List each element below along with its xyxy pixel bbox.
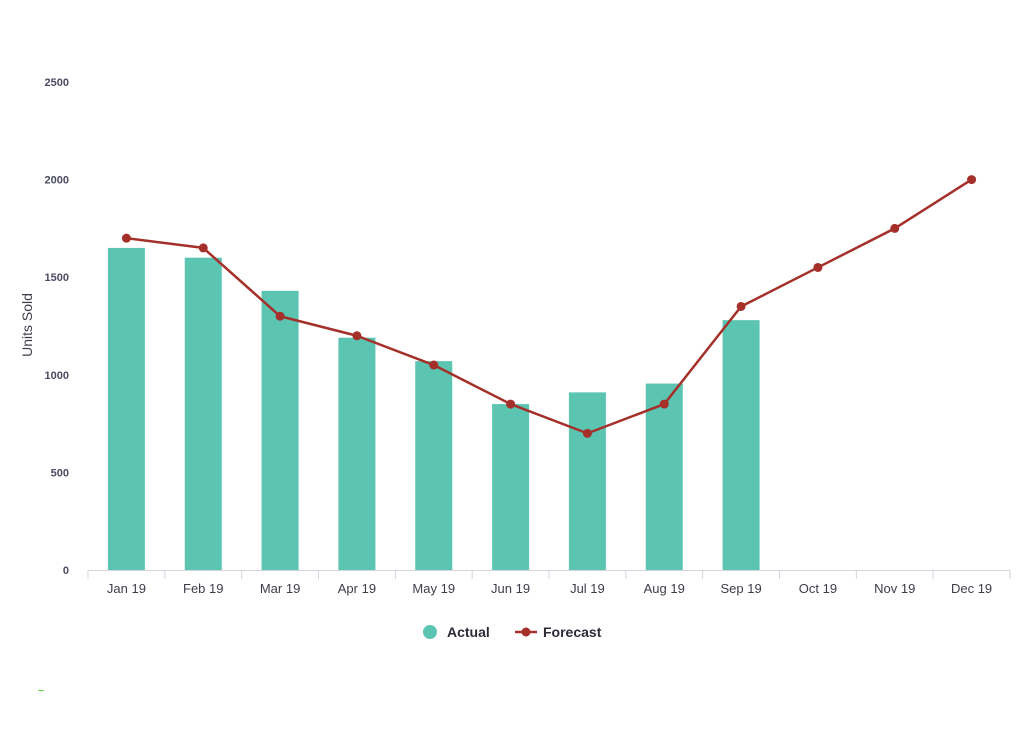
x-tick-label: Jul 19 [570, 581, 605, 596]
bar-jul-19 [568, 392, 606, 570]
bar-feb-19 [184, 257, 222, 570]
forecast-point-sep-19 [736, 301, 746, 311]
forecast-point-apr-19 [352, 331, 362, 341]
y-axis-title: Units Sold [19, 293, 35, 357]
forecast-point-may-19 [429, 360, 439, 370]
forecast-point-oct-19 [813, 262, 823, 272]
y-tick-label: 0 [63, 565, 69, 577]
x-tick-label: Oct 19 [799, 581, 837, 596]
bar-may-19 [415, 361, 453, 570]
bar-aug-19 [645, 383, 683, 570]
forecast-point-feb-19 [198, 243, 208, 253]
legend-actual-label[interactable]: Actual [447, 624, 490, 640]
x-tick-label: Dec 19 [951, 581, 992, 596]
legend-actual-swatch[interactable] [423, 625, 437, 639]
x-tick-label: Nov 19 [874, 581, 915, 596]
x-tick-label: Sep 19 [720, 581, 761, 596]
forecast-point-aug-19 [659, 399, 669, 409]
y-tick-label: 2500 [45, 77, 69, 89]
forecast-point-dec-19 [967, 175, 977, 185]
y-tick-label: 1000 [45, 370, 69, 382]
legend: Actual Forecast [423, 624, 602, 640]
stray-mark [38, 690, 44, 691]
y-tick-label: 2000 [45, 175, 69, 187]
x-tick-label: Mar 19 [260, 581, 300, 596]
legend-forecast-label[interactable]: Forecast [543, 624, 602, 640]
bar-jun-19 [492, 404, 530, 570]
bar-series-actual [107, 247, 760, 571]
legend-forecast-swatch-dot[interactable] [521, 627, 531, 637]
x-tick-label: Feb 19 [183, 581, 223, 596]
x-tick-label: May 19 [412, 581, 455, 596]
forecast-line [126, 178, 973, 435]
forecast-point-jul-19 [582, 428, 592, 438]
x-tick-label: Jan 19 [107, 581, 146, 596]
bar-jan-19 [107, 247, 145, 571]
line-series-forecast [121, 175, 977, 438]
forecast-point-mar-19 [275, 311, 285, 321]
y-tick-label: 1500 [45, 272, 69, 284]
forecast-point-nov-19 [890, 223, 900, 233]
bar-apr-19 [338, 337, 376, 570]
bar-mar-19 [261, 290, 299, 570]
forecast-point-jan-19 [121, 233, 131, 243]
y-tick-label: 500 [51, 467, 69, 479]
bar-sep-19 [722, 320, 760, 570]
y-axis-title-group: Units Sold [19, 293, 35, 357]
x-tick-label: Jun 19 [491, 581, 530, 596]
x-tick-label: Aug 19 [644, 581, 685, 596]
y-axis: 0 500 1000 1500 2000 2500 [45, 77, 69, 577]
x-tick-label: Apr 19 [338, 581, 376, 596]
forecast-point-jun-19 [506, 399, 516, 409]
x-axis: Jan 19 Feb 19 Mar 19 Apr 19 May 19 Jun 19 Jul … [87, 570, 1011, 596]
